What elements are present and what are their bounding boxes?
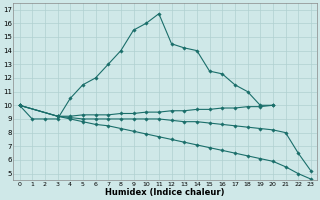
X-axis label: Humidex (Indice chaleur): Humidex (Indice chaleur) xyxy=(106,188,225,197)
